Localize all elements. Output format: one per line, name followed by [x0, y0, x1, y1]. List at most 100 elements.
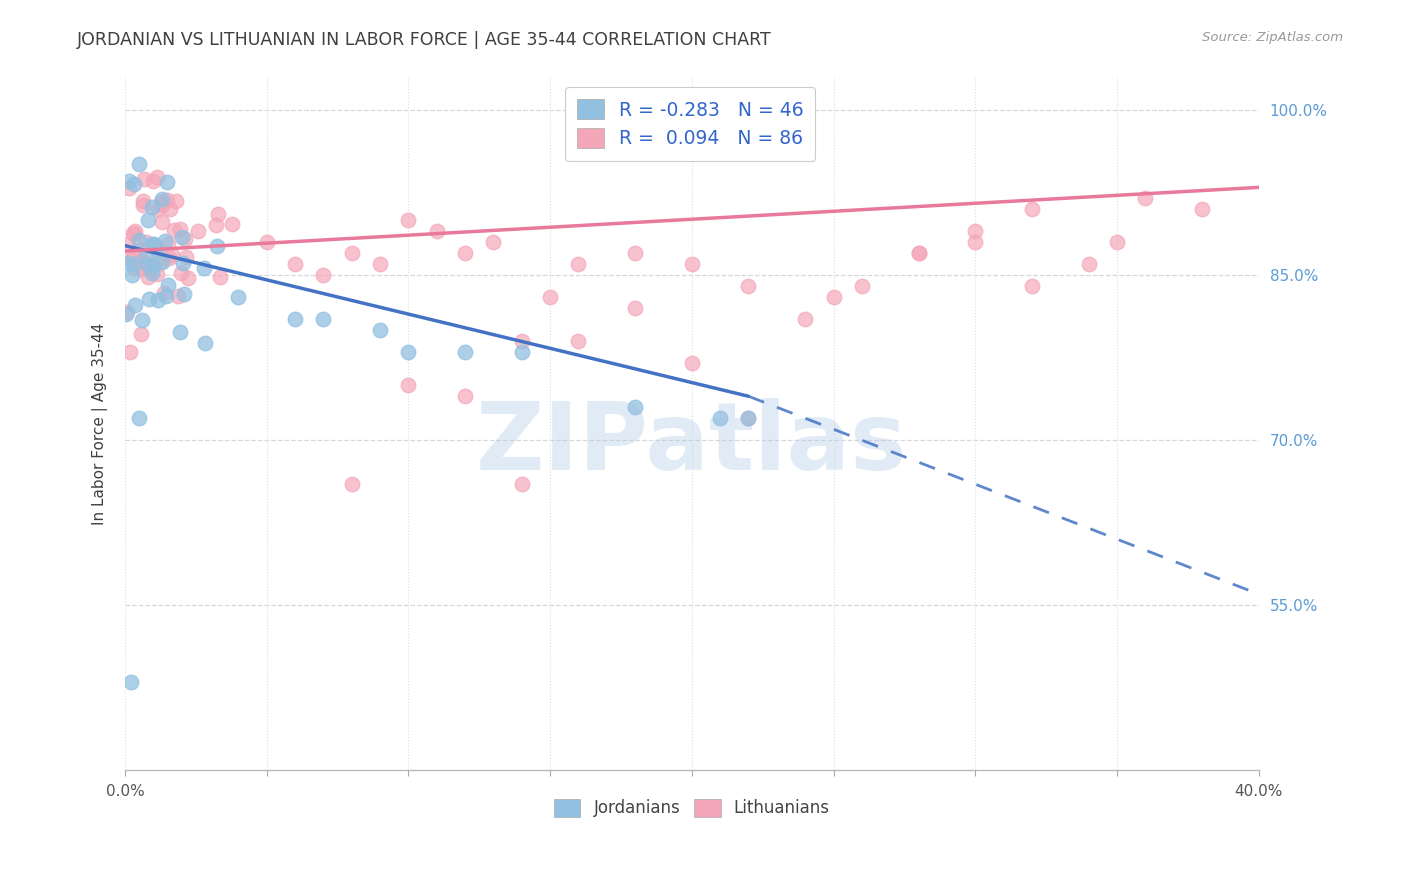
Point [194, 335, 217, 350]
Point [153, 234, 176, 248]
Point [117, 250, 139, 264]
Point [117, 236, 139, 251]
Point [256, 235, 278, 250]
Point [228, 290, 250, 304]
Point [165, 194, 187, 208]
Point [172, 256, 194, 270]
Point [737, 411, 759, 425]
Point [146, 169, 169, 184]
Point [737, 411, 759, 425]
Point [141, 236, 163, 251]
Point [907, 246, 929, 260]
Point [142, 174, 165, 188]
Point [141, 200, 163, 214]
Point [209, 270, 232, 285]
Point [120, 675, 142, 690]
Point [149, 195, 172, 210]
Point [155, 175, 177, 189]
Point [173, 232, 195, 246]
Point [150, 255, 173, 269]
Point [143, 236, 166, 251]
Point [510, 334, 533, 349]
Point [159, 202, 181, 216]
Text: Source: ZipAtlas.com: Source: ZipAtlas.com [1202, 31, 1343, 45]
Point [142, 262, 165, 277]
Point [142, 258, 165, 272]
Point [510, 477, 533, 491]
Point [163, 223, 186, 237]
Point [454, 246, 477, 260]
Text: ZIPatlas: ZIPatlas [477, 399, 907, 491]
Point [823, 290, 845, 304]
Point [396, 378, 419, 392]
Point [146, 202, 169, 216]
Point [169, 222, 191, 236]
Point [794, 312, 817, 326]
Point [207, 207, 229, 221]
Point [965, 224, 987, 238]
Point [135, 249, 157, 263]
Point [340, 477, 363, 491]
Point [396, 213, 419, 227]
Point [172, 230, 194, 244]
Point [145, 240, 167, 254]
Point [131, 262, 153, 277]
Point [132, 198, 155, 212]
Point [312, 312, 335, 326]
Point [193, 261, 215, 276]
Point [152, 286, 174, 301]
Point [965, 235, 987, 250]
Point [205, 239, 228, 253]
Point [129, 326, 152, 341]
Point [145, 267, 167, 281]
Point [1135, 191, 1157, 205]
Point [136, 258, 159, 272]
Point [851, 279, 873, 293]
Point [150, 192, 173, 206]
Point [117, 305, 139, 319]
Point [907, 246, 929, 260]
Point [155, 289, 177, 303]
Point [122, 226, 145, 240]
Point [681, 257, 703, 271]
Point [1021, 202, 1043, 217]
Point [118, 181, 141, 195]
Point [174, 250, 197, 264]
Point [141, 266, 163, 280]
Point [132, 194, 155, 208]
Point [129, 254, 152, 268]
Point [624, 401, 647, 415]
Point [368, 323, 391, 337]
Point [150, 197, 173, 211]
Point [284, 257, 307, 271]
Point [170, 266, 193, 280]
Point [120, 345, 142, 359]
Point [122, 177, 145, 191]
Point [567, 257, 589, 271]
Point [118, 174, 141, 188]
Point [624, 301, 647, 316]
Point [177, 271, 200, 285]
Point [124, 298, 146, 312]
Point [454, 389, 477, 403]
Point [454, 345, 477, 359]
Point [284, 312, 307, 326]
Point [128, 243, 150, 257]
Point [115, 307, 138, 321]
Point [340, 246, 363, 260]
Point [187, 224, 209, 238]
Point [312, 268, 335, 283]
Point [482, 235, 505, 250]
Point [510, 345, 533, 359]
Point [173, 286, 195, 301]
Point [157, 251, 180, 265]
Point [160, 247, 183, 261]
Point [426, 224, 449, 238]
Point [128, 411, 150, 425]
Point [138, 269, 160, 284]
Point [204, 218, 226, 232]
Point [124, 224, 146, 238]
Y-axis label: In Labor Force | Age 35-44: In Labor Force | Age 35-44 [93, 323, 108, 524]
Text: JORDANIAN VS LITHUANIAN IN LABOR FORCE | AGE 35-44 CORRELATION CHART: JORDANIAN VS LITHUANIAN IN LABOR FORCE |… [77, 31, 772, 49]
Point [132, 171, 155, 186]
